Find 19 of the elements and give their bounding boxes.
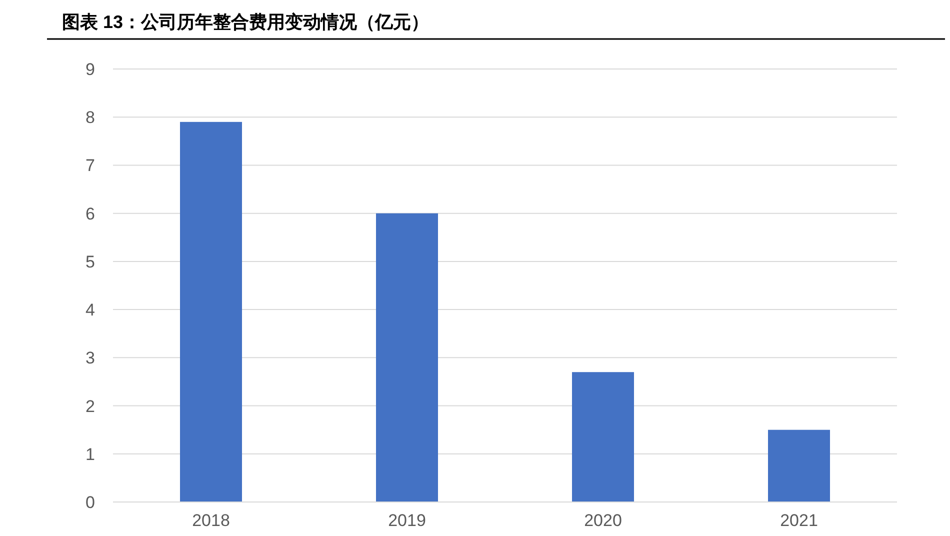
y-tick-label: 8 — [86, 108, 95, 128]
x-tick-label: 2020 — [584, 511, 622, 530]
y-tick-label: 4 — [86, 300, 95, 320]
y-tick-label: 5 — [86, 252, 95, 272]
y-tick-label: 6 — [86, 204, 95, 224]
y-tick-label: 7 — [86, 156, 95, 176]
bar — [768, 430, 830, 502]
y-tick-label: 2 — [86, 396, 95, 416]
x-tick-label: 2019 — [388, 511, 426, 530]
bar — [376, 213, 438, 502]
bar — [572, 372, 634, 502]
bar — [180, 122, 242, 502]
x-tick-label: 2018 — [192, 511, 230, 530]
y-tick-label: 9 — [86, 60, 95, 79]
x-tick-label: 2021 — [780, 511, 818, 530]
y-tick-label: 0 — [86, 493, 95, 512]
y-tick-label: 1 — [86, 444, 95, 464]
y-tick-label: 3 — [86, 348, 95, 368]
chart-title: 图表 13：公司历年整合费用变动情况（亿元） — [62, 12, 430, 32]
